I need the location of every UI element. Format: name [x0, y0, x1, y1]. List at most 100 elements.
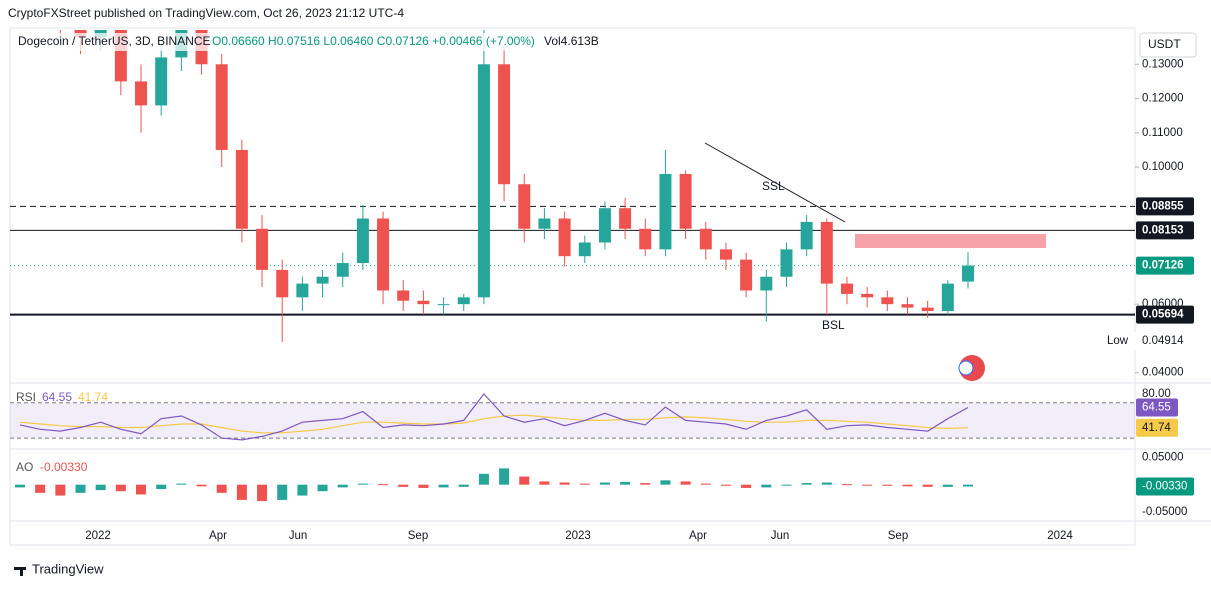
rsi-legend-ma: 41.74: [78, 390, 108, 404]
header: CryptoFXStreet published on TradingView.…: [8, 6, 404, 20]
ao-bar: [761, 484, 772, 488]
currency: USDT: [1148, 37, 1181, 51]
ao-bar: [196, 484, 207, 487]
y-tick-label: 0.10000: [1142, 161, 1184, 173]
ao-bar: [559, 482, 570, 485]
candle-body: [296, 283, 309, 298]
ao-legend-value: -0.00330: [40, 460, 88, 474]
candle-body: [941, 283, 954, 312]
currency-box[interactable]: [1139, 32, 1197, 58]
candle-body: [558, 218, 571, 257]
candle-body: [256, 228, 269, 270]
ao-bar: [297, 484, 308, 496]
ao-bar: [55, 484, 66, 496]
ao-bar: [821, 482, 832, 485]
ao-bar: [418, 484, 429, 488]
ao-bar: [620, 481, 631, 485]
ao-bar: [216, 484, 227, 493]
ao-bar: [599, 482, 610, 485]
ao-value-label: -0.00330: [1142, 481, 1187, 493]
candle-body: [881, 297, 894, 305]
price-label: 0.07126: [1142, 260, 1184, 272]
ao-bar: [337, 484, 348, 488]
ao-bar: [15, 484, 25, 488]
ao-tick-label: 0.05000: [1142, 452, 1184, 464]
rsi-ma-box: [1136, 418, 1178, 437]
x-tick-label: Jun: [771, 530, 790, 542]
x-tick-label: Apr: [689, 530, 707, 542]
ao-bar: [357, 483, 368, 485]
ao-bar: [781, 484, 792, 486]
ao-bar: [741, 484, 752, 488]
candle-body: [639, 228, 652, 250]
rsi-value-label: 64.55: [1142, 402, 1171, 414]
ao-bar: [378, 484, 389, 486]
candle-body: [276, 269, 289, 298]
ao-bar: [720, 484, 731, 486]
ao-bar: [317, 484, 328, 492]
y-tick-label: 0.13000: [1142, 58, 1184, 70]
brand: TradingView: [32, 561, 104, 576]
rsi-title: RSI: [16, 390, 36, 404]
ao-value-box: [1136, 477, 1194, 496]
legend-symbol: Dogecoin / TetherUS, 3D, BINANCE: [18, 34, 211, 48]
ao-bar: [902, 484, 913, 487]
legend-ohlc: O0.06660 H0.07516 L0.06460 C0.07126 +0.0…: [212, 34, 535, 48]
ao-bar: [519, 476, 530, 485]
candle-body: [356, 218, 369, 264]
main-panel: [10, 30, 1135, 342]
ao-bar: [236, 484, 247, 500]
candle-body: [820, 221, 833, 284]
candle-body: [498, 64, 511, 185]
annotation: SSL: [762, 179, 785, 193]
candle-body: [477, 64, 490, 298]
candle-body: [719, 249, 732, 260]
ao-bar: [700, 483, 711, 485]
candle-body: [840, 283, 853, 294]
candle-body: [780, 249, 793, 277]
candle-body: [800, 221, 813, 250]
candle-body: [155, 57, 168, 106]
candle-body: [901, 304, 914, 308]
rsi-band: [10, 402, 1135, 439]
price-label: 0.08855: [1142, 200, 1184, 212]
candle-body: [760, 276, 773, 291]
candle-body: [962, 265, 974, 282]
candle-body: [861, 293, 874, 298]
ao-bar: [963, 484, 973, 487]
candle-body: [598, 208, 611, 243]
candle-body: [740, 259, 753, 291]
ao-bar: [942, 484, 953, 487]
ao-bar: [115, 484, 126, 492]
ao-bar: [136, 484, 147, 495]
ao-bar: [35, 484, 46, 493]
price-label-box: [1136, 197, 1194, 216]
low-value: 0.04914: [1142, 335, 1184, 347]
rsi-ma-label: 41.74: [1142, 422, 1171, 434]
price-label-box: [1136, 221, 1194, 240]
flag-icon: [958, 360, 974, 376]
ao-bar: [398, 484, 409, 487]
frame: [9, 27, 1136, 546]
candle-body: [921, 307, 934, 312]
ao-bar: [499, 468, 510, 485]
ao-bar: [862, 484, 873, 486]
price-label: 0.05694: [1142, 309, 1184, 321]
low-label: Low: [1107, 335, 1129, 347]
candle-body: [235, 149, 248, 229]
low-box: [1100, 332, 1195, 350]
ao-bar: [882, 484, 893, 486]
x-tick-label: Jun: [289, 530, 308, 542]
ao-bar: [277, 484, 288, 500]
ao-bar: [539, 481, 550, 485]
candle-body: [377, 218, 390, 291]
candle-body: [135, 81, 148, 106]
ao-bar: [579, 483, 590, 485]
y-tick-label: 0.12000: [1142, 93, 1184, 105]
ao-bar: [478, 473, 489, 485]
ao-bar: [458, 484, 469, 487]
ao-bar: [922, 484, 933, 487]
rsi-legend-value: 64.55: [42, 390, 72, 404]
ssl-line: [704, 142, 846, 223]
